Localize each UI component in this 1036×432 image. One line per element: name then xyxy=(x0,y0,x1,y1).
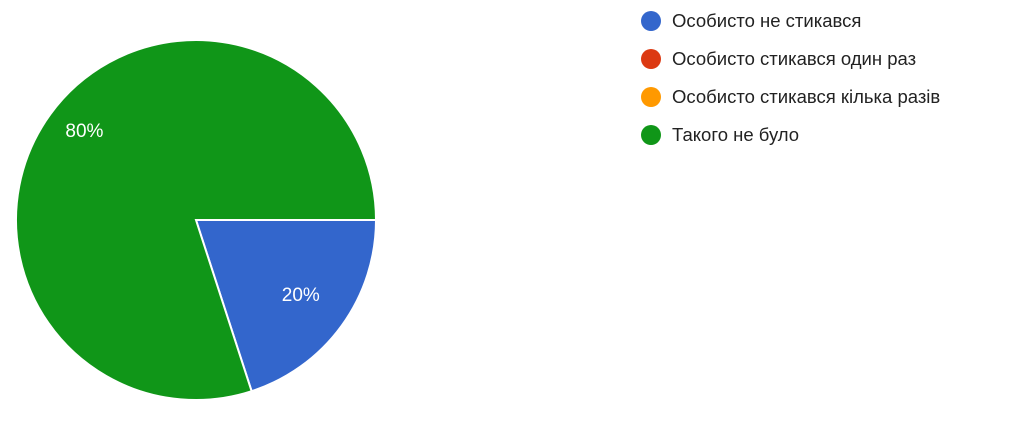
legend-item-never-happened[interactable]: Такого не було xyxy=(612,116,1032,154)
legend: Особисто не стикався Особисто стикався о… xyxy=(612,2,1032,154)
legend-label: Особисто стикався кілька разів xyxy=(672,86,941,107)
legend-swatch-red xyxy=(641,49,661,69)
pie-slices xyxy=(15,39,378,401)
pie-slice-labels: 20% 80% xyxy=(65,121,320,306)
legend-label: Особисто не стикався xyxy=(672,10,862,31)
legend-item-not-encountered[interactable]: Особисто не стикався xyxy=(612,2,1032,40)
pie-slice-0[interactable] xyxy=(194,219,378,393)
legend-swatch-green xyxy=(641,125,661,145)
legend-swatch-blue xyxy=(641,11,661,31)
pie-slice-label-3: 80% xyxy=(65,121,103,142)
pie-slice-label-0: 20% xyxy=(282,285,320,306)
legend-label: Такого не було xyxy=(672,124,800,145)
legend-item-encountered-several-times[interactable]: Особисто стикався кілька разів xyxy=(612,78,1032,116)
legend-item-encountered-once[interactable]: Особисто стикався один раз xyxy=(612,40,1032,78)
legend-label: Особисто стикався один раз xyxy=(672,48,917,69)
pie-slice-3[interactable] xyxy=(15,39,378,401)
legend-swatch-orange xyxy=(641,87,661,107)
